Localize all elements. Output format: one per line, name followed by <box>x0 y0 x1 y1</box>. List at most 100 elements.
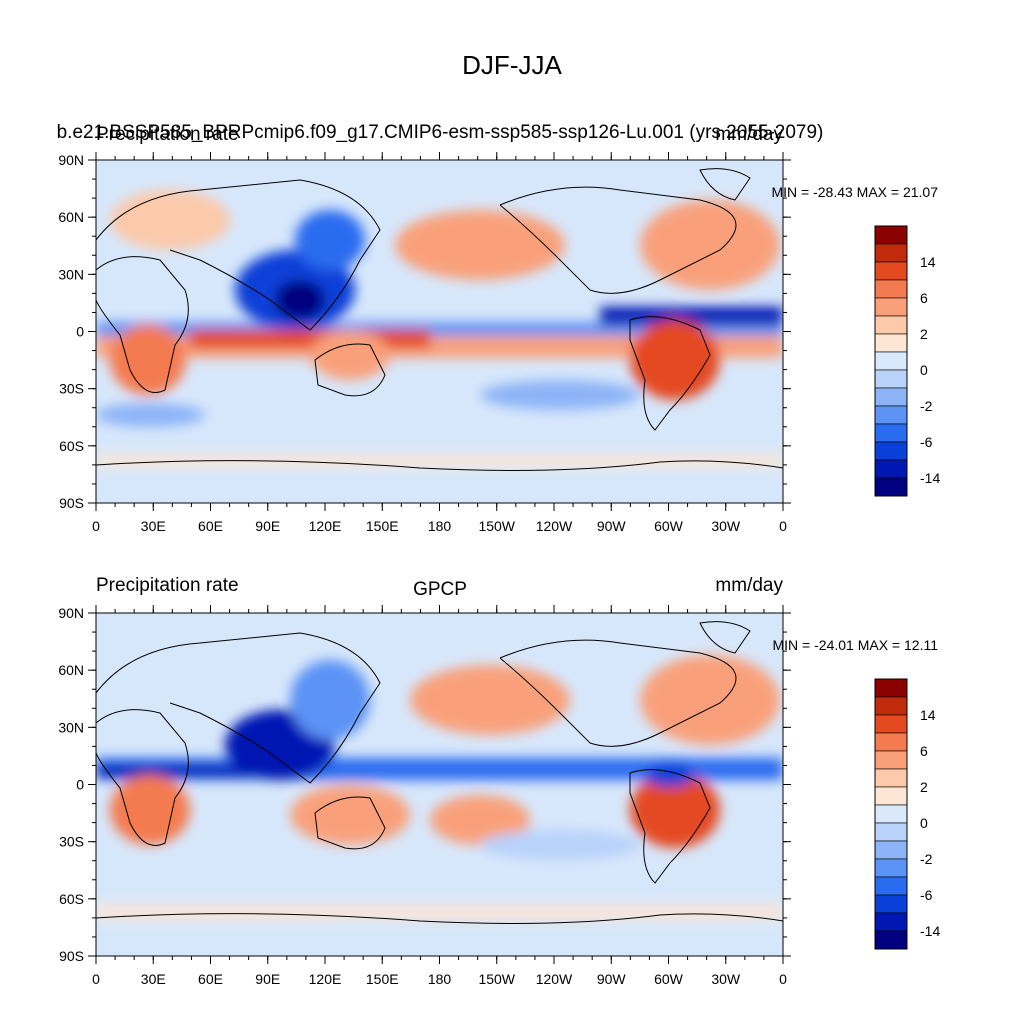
field-blob <box>640 200 780 290</box>
colorbar-label: 0 <box>920 815 928 831</box>
coast-australia <box>314 343 386 397</box>
colorbar: 14 6 2 0 -2 -6 -14 <box>874 678 940 950</box>
minmax-label: MIN = -28.43 MAX = 21.07 <box>771 184 938 200</box>
colorbar-label: 2 <box>920 779 928 795</box>
lon-label: 0 <box>92 518 100 534</box>
lon-label: 180 <box>428 971 452 987</box>
panel-left-title: Precipitation rate <box>96 124 239 145</box>
contour-field <box>96 613 783 956</box>
coast-eurasia <box>96 179 381 331</box>
lat-ticks: 90N 60N 30N 0 30S 60S 90S <box>58 605 791 964</box>
coast-south-america <box>629 316 711 431</box>
colorbar-swatch <box>874 840 908 860</box>
colorbar-swatch <box>874 894 908 914</box>
colorbar-swatch <box>874 912 908 932</box>
coast-africa <box>96 256 189 393</box>
colorbar-swatch <box>874 369 908 389</box>
coast-antarctica <box>96 913 783 924</box>
colorbar-swatch <box>874 678 908 698</box>
lon-label: 60E <box>198 971 223 987</box>
colorbar-swatch <box>874 423 908 443</box>
field-blob <box>295 210 365 270</box>
field-blob <box>96 455 783 467</box>
lat-ticks: 90N 60N 30N 0 30S 60S 90S <box>58 152 791 511</box>
lon-label: 90E <box>255 971 280 987</box>
colorbar-swatch <box>874 930 908 950</box>
colorbar-swatch <box>874 387 908 407</box>
field-blob <box>600 307 783 325</box>
lat-label: 90S <box>59 495 84 511</box>
lat-label: 90N <box>58 605 84 621</box>
field-blob <box>480 830 640 860</box>
lat-label: 90S <box>59 948 84 964</box>
lat-label: 0 <box>76 777 84 793</box>
panel-obs: Precipitation rate GPCP mm/day <box>58 575 940 987</box>
coast-greenland <box>699 168 751 201</box>
colorbar-swatch <box>874 822 908 842</box>
field-blob <box>96 765 256 777</box>
field-blob <box>96 905 783 919</box>
lat-label: 60S <box>59 891 84 907</box>
colorbar-swatch <box>874 297 908 317</box>
lat-label: 60N <box>58 209 84 225</box>
lon-label: 0 <box>779 971 787 987</box>
field-blob <box>110 190 230 250</box>
coast-north-america <box>499 186 737 294</box>
field-blob <box>110 325 186 395</box>
colorbar-swatch <box>874 696 908 716</box>
lon-label: 180 <box>428 518 452 534</box>
coast-south-america <box>629 769 711 884</box>
colorbar-swatch <box>874 405 908 425</box>
field-blob <box>640 655 780 745</box>
lon-label: 150E <box>366 518 399 534</box>
panel-model: Precipitation rate b.e21.BSSP585_BPRPcmi… <box>57 122 941 534</box>
colorbar-swatch <box>874 243 908 263</box>
lon-label: 120W <box>536 971 573 987</box>
field-blob <box>480 380 640 410</box>
colorbar-swatch <box>874 876 908 896</box>
colorbar-label: -2 <box>920 398 933 414</box>
field-blob <box>310 330 390 380</box>
lat-label: 30S <box>59 381 84 397</box>
lon-label: 60W <box>654 518 684 534</box>
colorbar-label: 6 <box>920 290 928 306</box>
colorbar-swatch <box>874 315 908 335</box>
colorbar-label: 2 <box>920 326 928 342</box>
colorbar-swatch <box>874 714 908 734</box>
field-blobs <box>96 655 783 919</box>
field-blob <box>410 665 570 735</box>
colorbar-swatch <box>874 477 908 497</box>
colorbar-label: -6 <box>920 434 933 450</box>
panel-units: mm/day <box>715 124 783 145</box>
panel-left-title: Precipitation rate <box>96 575 239 596</box>
coast-north-america <box>499 639 737 747</box>
lon-label: 30E <box>141 518 166 534</box>
colorbar-label: 6 <box>920 743 928 759</box>
colorbar-label: 14 <box>920 707 936 723</box>
lon-label: 120E <box>309 518 342 534</box>
lon-label: 0 <box>779 518 787 534</box>
contour-field <box>96 160 783 503</box>
lat-label: 30N <box>58 266 84 282</box>
colorbar-swatch <box>874 768 908 788</box>
field-blobs <box>96 190 783 467</box>
lon-ticks: 0 30E 60E 90E 120E 150E 180 150W 120W 90W 60W 30W 0 <box>92 152 787 534</box>
colorbar-label: 14 <box>920 254 936 270</box>
lon-label: 30W <box>711 971 741 987</box>
field-blob <box>290 785 410 845</box>
colorbar-label: -14 <box>920 470 940 486</box>
colorbar-swatch <box>874 750 908 770</box>
colorbar-frame <box>874 678 908 950</box>
lon-label: 30W <box>711 518 741 534</box>
field-blob <box>190 330 430 348</box>
lon-label: 60E <box>198 518 223 534</box>
lon-label: 150E <box>366 971 399 987</box>
colorbar-swatch <box>874 459 908 479</box>
lat-label: 0 <box>76 324 84 340</box>
lat-label: 60S <box>59 438 84 454</box>
colorbar: 14 6 2 0 -2 -6 -14 <box>874 225 940 497</box>
colorbar-swatch <box>874 279 908 299</box>
colorbar-swatch <box>874 225 908 245</box>
field-blob <box>275 280 325 320</box>
